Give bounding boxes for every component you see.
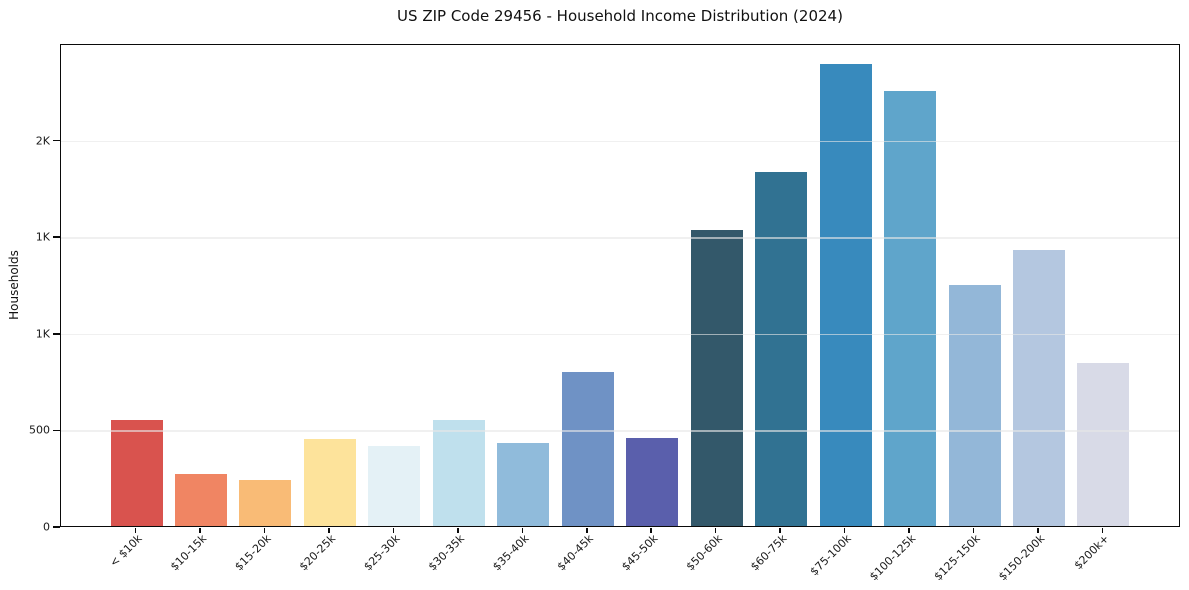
bar-14 — [1013, 249, 1066, 526]
y-tick-mark — [53, 526, 60, 528]
y-tick-mark — [53, 139, 60, 142]
y-tick-label: 1K — [35, 327, 50, 341]
bar-12 — [884, 91, 937, 526]
y-tick-label: 1K — [35, 230, 50, 244]
x-tick-mark — [972, 528, 975, 533]
bar-2 — [239, 479, 292, 526]
x-tick-mark — [328, 528, 330, 533]
x-tick-mark — [908, 528, 910, 533]
bar-9 — [690, 230, 743, 526]
x-tick-mark — [521, 528, 524, 533]
x-tick-mark — [714, 528, 717, 533]
gridline-y-1000 — [61, 333, 1179, 336]
x-tick-mark — [779, 528, 781, 533]
bar-7 — [561, 372, 614, 526]
y-tick-mark — [53, 429, 60, 432]
x-tick-label: < $10k — [107, 532, 145, 570]
bar-5 — [432, 419, 485, 526]
bar-3 — [303, 439, 356, 526]
bar-1 — [174, 473, 227, 526]
x-tick-mark — [1101, 528, 1104, 533]
y-tick-label: 0 — [43, 520, 50, 534]
gridline-y-500 — [61, 430, 1179, 432]
x-tick-mark — [134, 528, 137, 533]
bar-10 — [755, 172, 808, 526]
y-tick-label: 500 — [29, 423, 50, 437]
x-tick-mark — [1037, 528, 1039, 533]
bar-6 — [497, 442, 550, 526]
gridline-y-2000 — [61, 140, 1179, 143]
bar-11 — [819, 64, 872, 526]
plot-area — [60, 44, 1180, 527]
y-axis-label: Households — [7, 250, 21, 320]
y-tick-mark — [53, 333, 60, 335]
x-tick-mark — [263, 528, 266, 533]
x-tick-mark — [843, 528, 846, 533]
x-tick-mark — [457, 528, 459, 533]
bar-8 — [626, 438, 679, 526]
gridline-y-1500 — [61, 237, 1179, 239]
y-tick-label: 2K — [35, 134, 50, 148]
y-tick-mark — [53, 236, 60, 238]
bar-15 — [1077, 362, 1130, 526]
x-tick-mark — [199, 528, 201, 533]
bar-0 — [110, 419, 163, 526]
x-tick-mark — [650, 528, 652, 533]
x-tick-mark — [586, 528, 588, 533]
bar-4 — [368, 445, 421, 526]
chart-title: US ZIP Code 29456 - Household Income Dis… — [397, 7, 843, 25]
bar-13 — [948, 285, 1001, 526]
x-tick-mark — [392, 528, 395, 533]
